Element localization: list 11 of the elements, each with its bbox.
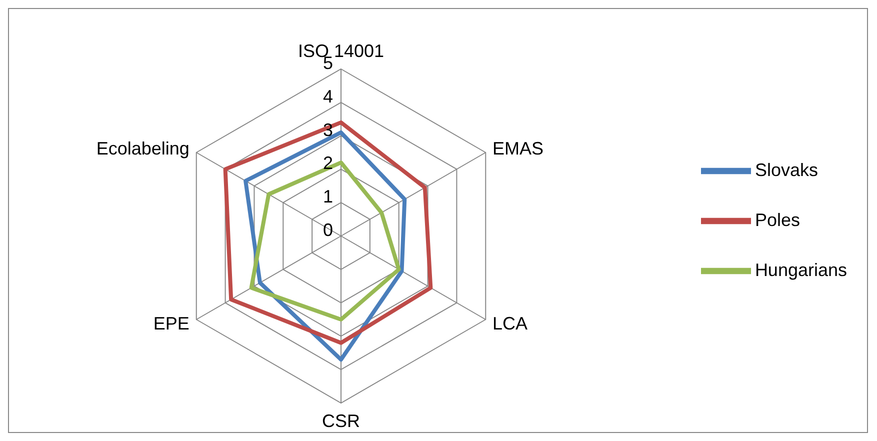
y-tick-label: 1 (322, 186, 333, 207)
spoke-label: EPE (153, 314, 190, 334)
spoke-label: LCA (492, 314, 528, 334)
spoke-label: CSR (322, 411, 360, 431)
legend-label: Hungarians (754, 259, 847, 280)
y-tick-label: 4 (322, 86, 333, 106)
spoke-label: EMAS (492, 138, 544, 158)
legend-label: Poles (754, 209, 800, 230)
y-tick-label: 0 (322, 220, 333, 240)
legend-label: Slovaks (754, 159, 818, 180)
spoke-label: Ecolabeling (96, 138, 190, 158)
